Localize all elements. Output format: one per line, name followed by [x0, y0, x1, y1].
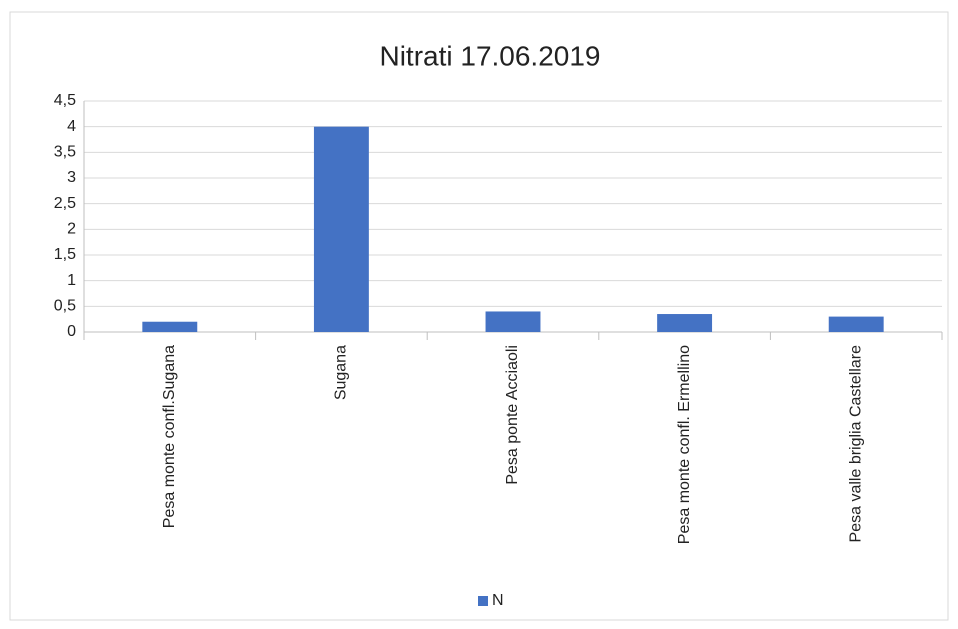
bar [313, 126, 369, 333]
bar [142, 321, 198, 332]
y-tick-label: 3,5 [54, 144, 76, 161]
y-tick-label: 0,5 [54, 298, 76, 315]
bar [485, 311, 541, 332]
x-tick-label: Sugana [333, 345, 350, 400]
legend-label: N [492, 592, 504, 609]
y-tick-label: 4 [67, 118, 76, 135]
chart-border [9, 11, 949, 621]
x-tick-label: Pesa monte confl.Sugana [161, 345, 178, 528]
bar [657, 314, 713, 332]
bar [828, 316, 884, 332]
x-tick-label: Pesa monte confl. Ermellino [676, 345, 693, 544]
y-tick-label: 1 [67, 272, 76, 289]
y-tick-label: 3 [67, 169, 76, 186]
y-tick-label: 4,5 [54, 92, 76, 109]
x-tick-label: Pesa valle briglia Castellare [847, 345, 864, 543]
x-tick-label: Pesa ponte Acciaoli [504, 345, 521, 485]
legend-swatch [478, 596, 488, 606]
y-tick-label: 2,5 [54, 195, 76, 212]
y-tick-label: 2 [67, 221, 76, 238]
y-tick-label: 0 [67, 323, 76, 340]
chart-title: Nitrati 17.06.2019 [379, 40, 600, 71]
y-tick-label: 1,5 [54, 246, 76, 263]
